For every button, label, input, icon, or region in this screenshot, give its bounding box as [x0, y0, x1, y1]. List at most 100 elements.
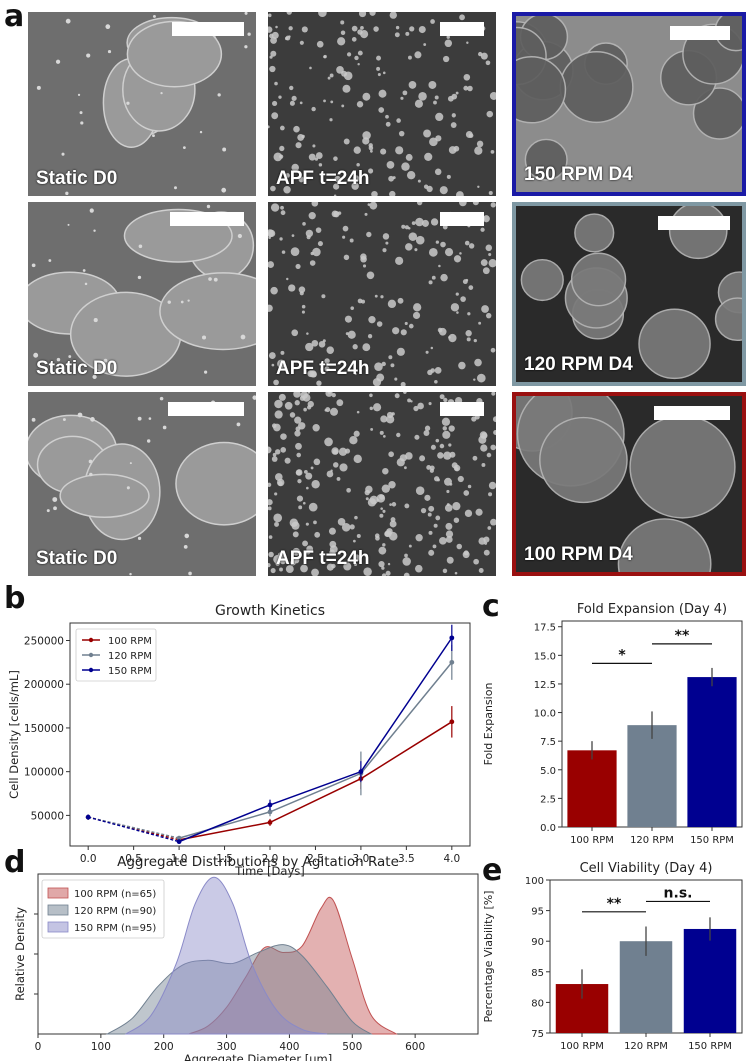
cell-aggregate [433, 100, 437, 105]
spheroid [629, 415, 736, 519]
single-cell [184, 533, 190, 539]
cell-aggregate [452, 502, 461, 511]
micrograph-image [268, 202, 496, 386]
cell-aggregate [460, 296, 466, 302]
cell-aggregate [289, 412, 296, 418]
cell-aggregate [325, 407, 331, 413]
cell-aggregate [353, 454, 362, 464]
data-point [449, 659, 455, 665]
density-area [105, 944, 373, 1035]
cell-aggregate [273, 554, 282, 564]
cell-aggregate [378, 546, 387, 555]
y-tick-label: 95 [531, 907, 544, 918]
cell-aggregate [300, 392, 308, 399]
cell-aggregate [365, 485, 373, 494]
single-cell [137, 416, 142, 421]
cell-aggregate [308, 502, 318, 512]
cell-aggregate [480, 259, 488, 267]
cell-aggregate [378, 89, 387, 98]
single-cell [174, 186, 177, 190]
cell-aggregate [268, 482, 272, 487]
cell-aggregate [275, 561, 280, 566]
cell-aggregate [439, 394, 445, 400]
cell-aggregate [341, 104, 345, 108]
cell-colony [126, 20, 223, 88]
cell-aggregate [315, 152, 323, 159]
single-cell [206, 204, 211, 209]
cell-aggregate [337, 37, 346, 46]
x-tick-label: 150 RPM [688, 1041, 732, 1052]
x-tick-label: 120 RPM [630, 835, 674, 846]
cell-aggregate [367, 334, 373, 339]
significance-label: ** [607, 896, 622, 912]
x-tick-label: 100 [91, 1041, 111, 1053]
cell-aggregate [280, 447, 287, 453]
cell-aggregate [424, 152, 433, 161]
cell-aggregate [453, 517, 460, 523]
scale-bar [170, 212, 244, 226]
cell-aggregate [467, 312, 471, 316]
cell-aggregate [294, 400, 300, 406]
cell-aggregate [480, 52, 488, 60]
cell-aggregate [307, 400, 314, 408]
cell-aggregate [334, 175, 341, 183]
significance-label: * [618, 647, 626, 663]
y-tick-label: 90 [531, 937, 544, 948]
cell-aggregate [271, 456, 278, 462]
chart-title: Cell Viability (Day 4) [580, 861, 713, 876]
cell-aggregate [352, 539, 356, 543]
cell-aggregate [279, 557, 287, 565]
x-axis-label: Aggregate Diameter [μm] [184, 1052, 332, 1061]
legend-marker [88, 652, 94, 658]
cell-aggregate [381, 573, 387, 576]
cell-aggregate [401, 224, 406, 229]
single-cell [236, 422, 241, 427]
legend-label: 100 RPM (n=65) [74, 889, 156, 900]
single-cell [126, 101, 130, 105]
cell-aggregate [415, 217, 424, 227]
cell-aggregate [343, 138, 350, 145]
cell-aggregate [446, 174, 451, 179]
single-cell [77, 93, 81, 97]
single-cell [217, 93, 221, 97]
y-tick-label: 15.0 [534, 651, 556, 662]
cell-aggregate [305, 472, 313, 480]
cell-aggregate [307, 392, 311, 394]
series-line-dashed [87, 816, 180, 843]
cell-aggregate [485, 312, 492, 319]
cell-aggregate [298, 176, 305, 183]
cell-aggregate [312, 424, 320, 432]
cell-aggregate [430, 444, 436, 450]
spheroid [617, 518, 712, 572]
cell-aggregate [274, 521, 279, 527]
single-cell [68, 355, 72, 358]
cell-aggregate [268, 551, 274, 558]
legend-marker [88, 637, 94, 643]
cell-aggregate [435, 112, 444, 122]
single-cell [62, 418, 66, 422]
cell-aggregate [295, 142, 302, 149]
cell-aggregate [487, 526, 492, 530]
spheroid [559, 51, 634, 124]
micrograph-image [268, 392, 496, 576]
scale-bar [440, 402, 484, 416]
cell-aggregate [358, 12, 367, 18]
cell-aggregate [272, 100, 278, 107]
series-line [178, 637, 453, 843]
single-cell [146, 439, 151, 443]
cell-aggregate [454, 467, 459, 472]
cell-aggregate [320, 367, 324, 371]
single-cell [31, 417, 36, 422]
cell-aggregate [417, 179, 421, 183]
cell-colony [59, 473, 150, 519]
cell-aggregate [270, 185, 276, 192]
x-tick-label: 4.0 [443, 853, 460, 865]
single-cell [77, 412, 83, 418]
cell-aggregate [382, 71, 386, 75]
significance-label: ** [675, 628, 690, 644]
cell-aggregate [374, 294, 378, 298]
cell-aggregate [273, 513, 283, 523]
series-line [178, 661, 453, 839]
cell-aggregate [408, 544, 412, 548]
cell-aggregate [418, 25, 426, 34]
